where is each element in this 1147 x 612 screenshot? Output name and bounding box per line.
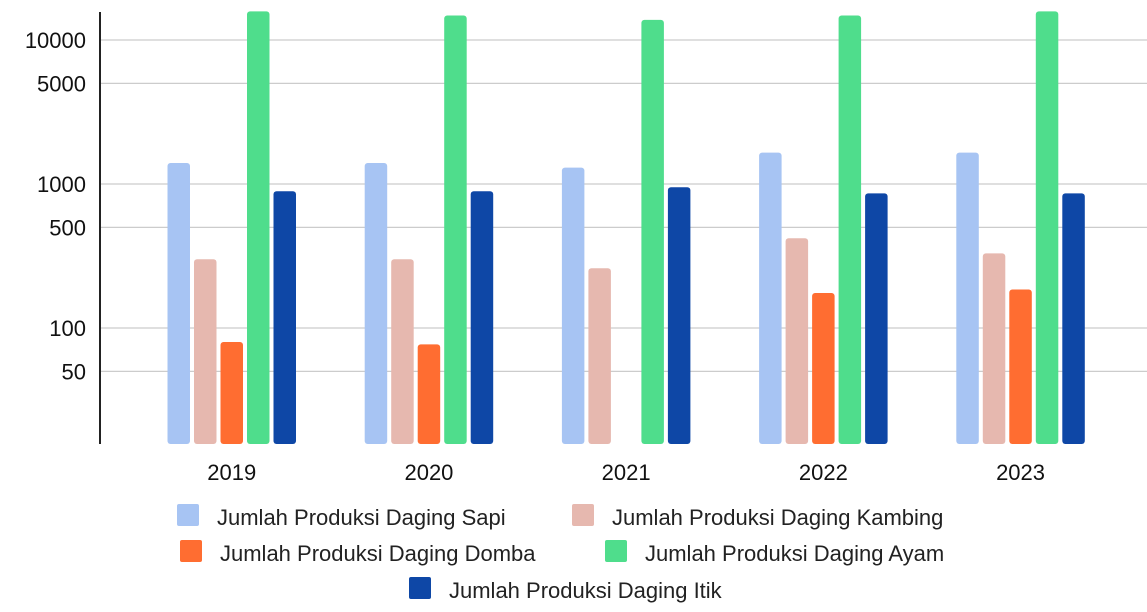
- y-tick-label: 100: [49, 316, 86, 341]
- bar: [588, 268, 611, 444]
- bar: [470, 191, 494, 444]
- x-tick-label: 2021: [602, 460, 651, 485]
- bar: [865, 193, 888, 444]
- bar: [1062, 193, 1085, 444]
- y-tick-label: 1000: [37, 172, 86, 197]
- x-tick-label: 2022: [799, 460, 848, 485]
- bar: [785, 238, 809, 444]
- bars: [167, 11, 1085, 445]
- bar: [1009, 289, 1032, 444]
- legend-swatch: [605, 540, 627, 562]
- bar: [220, 341, 243, 444]
- legend-swatch: [180, 540, 202, 562]
- bar: [838, 15, 862, 445]
- x-tick-label: 2023: [996, 460, 1045, 485]
- bar: [364, 162, 388, 444]
- legend-swatch: [572, 504, 594, 526]
- legend-swatch: [177, 504, 199, 526]
- y-tick-label: 500: [49, 215, 86, 240]
- legend: Jumlah Produksi Daging Sapi Jumlah Produk…: [177, 504, 944, 603]
- y-tick-label: 10000: [25, 28, 86, 53]
- bar: [417, 344, 441, 444]
- bar: [812, 293, 835, 444]
- bar: [444, 15, 467, 445]
- x-tick-label: 2019: [207, 460, 256, 485]
- bar: [759, 152, 782, 444]
- legend-label: Jumlah Produksi Daging Domba: [220, 541, 536, 566]
- legend-label: Jumlah Produksi Daging Ayam: [645, 541, 944, 566]
- legend-label: Jumlah Produksi Daging Itik: [449, 578, 723, 603]
- y-tick-label: 50: [62, 359, 86, 384]
- bar: [982, 253, 1006, 444]
- y-axis-ticks: 50 100 500 1000 5000 10000: [25, 28, 86, 384]
- legend-swatch: [409, 577, 431, 599]
- bar: [667, 187, 691, 444]
- legend-label: Jumlah Produksi Daging Kambing: [612, 505, 943, 530]
- legend-label: Jumlah Produksi Daging Sapi: [217, 505, 506, 530]
- bar: [1035, 11, 1059, 445]
- bar: [247, 11, 270, 445]
- bar: [194, 259, 217, 444]
- y-tick-label: 5000: [37, 71, 86, 96]
- bar: [273, 191, 296, 444]
- bar: [167, 162, 190, 444]
- x-axis-labels: 2019 2020 2021 2022 2023: [207, 460, 1045, 485]
- x-tick-label: 2020: [404, 460, 453, 485]
- bar: [641, 19, 664, 444]
- bar: [956, 152, 979, 444]
- bar: [391, 259, 414, 444]
- bar: [561, 167, 585, 444]
